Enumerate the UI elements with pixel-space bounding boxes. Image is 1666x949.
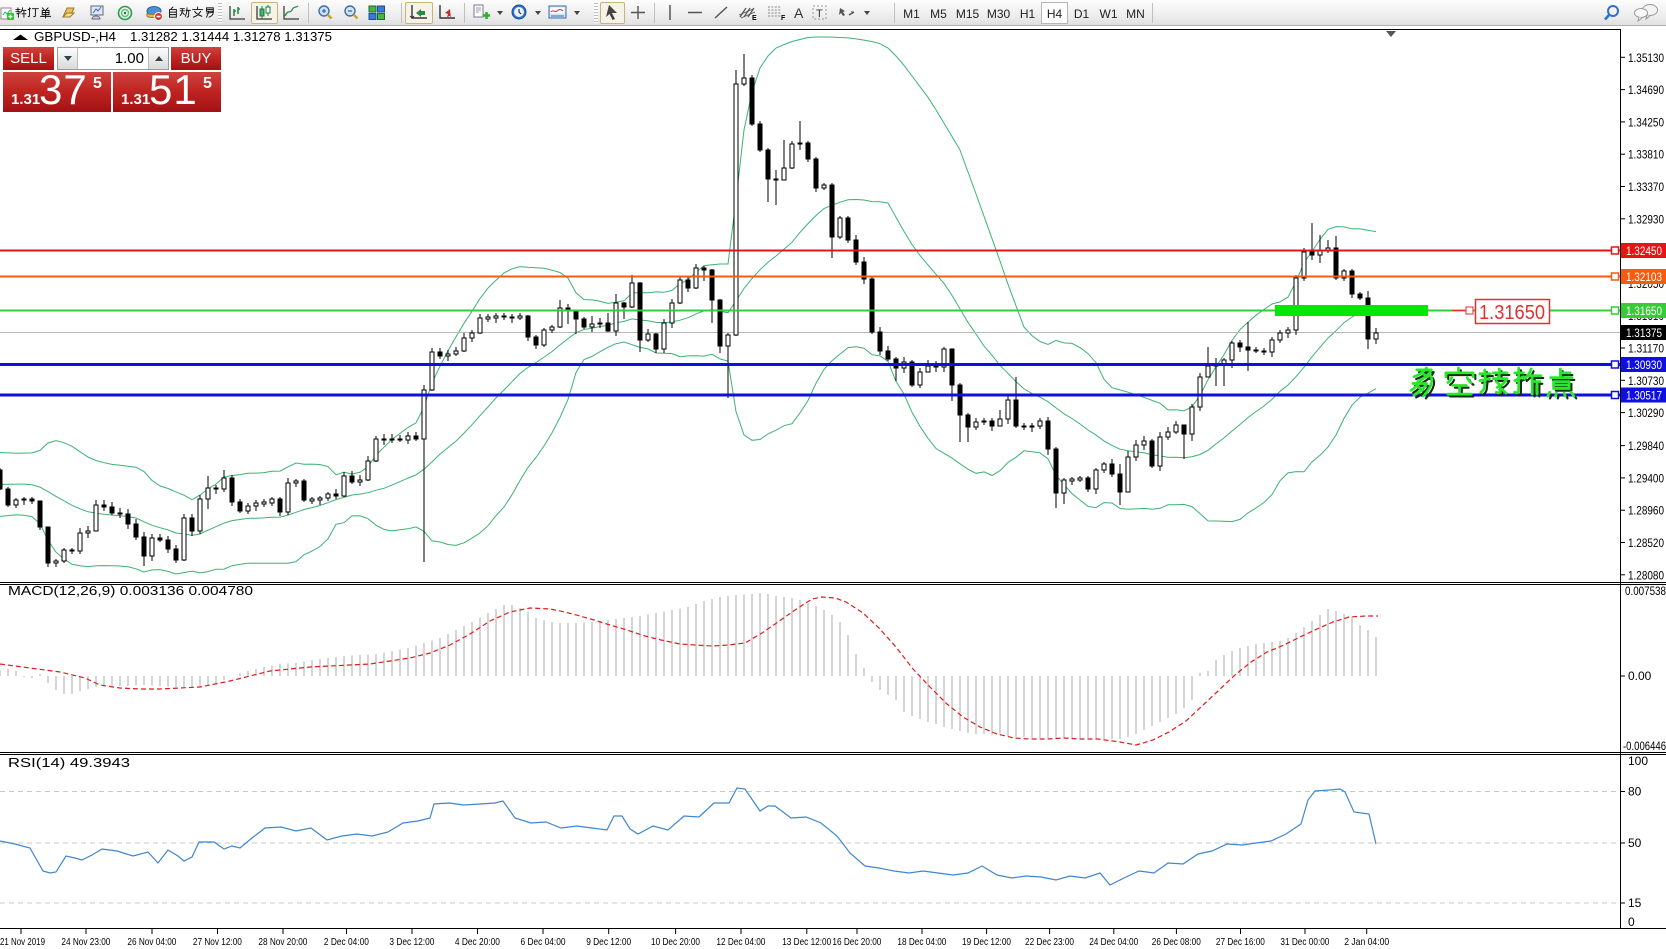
- svg-text:0.007538: 0.007538: [1625, 584, 1666, 598]
- svg-text:1.32930: 1.32930: [1628, 212, 1664, 226]
- svg-text:1.32103: 1.32103: [1626, 270, 1662, 284]
- svg-text:26 Dec 08:00: 26 Dec 08:00: [1152, 936, 1201, 948]
- svg-text:E: E: [752, 15, 757, 21]
- svg-text:19 Dec 12:00: 19 Dec 12:00: [962, 936, 1011, 948]
- svg-text:50: 50: [1628, 836, 1642, 850]
- svg-text:24 Nov 23:00: 24 Nov 23:00: [61, 936, 110, 948]
- svg-text:1.31282 1.31444 1.31278 1.3137: 1.31282 1.31444 1.31278 1.31375: [130, 30, 332, 44]
- svg-text:1.31650: 1.31650: [1626, 304, 1662, 318]
- svg-text:0.00: 0.00: [1628, 669, 1652, 683]
- svg-text:MACD(12,26,9) 0.003136 0.00478: MACD(12,26,9) 0.003136 0.004780: [8, 584, 253, 598]
- svg-text:1.30730: 1.30730: [1628, 374, 1664, 388]
- svg-text:24 Dec 04:00: 24 Dec 04:00: [1089, 936, 1138, 948]
- svg-text:1.29840: 1.29840: [1628, 439, 1664, 453]
- svg-text:F: F: [781, 15, 786, 21]
- svg-text:T: T: [816, 8, 823, 20]
- svg-text:16 Dec 20:00: 16 Dec 20:00: [832, 936, 881, 948]
- svg-text:1.32450: 1.32450: [1626, 244, 1662, 258]
- svg-text:1.34250: 1.34250: [1628, 115, 1664, 129]
- svg-text:1.30517: 1.30517: [1626, 389, 1662, 403]
- svg-text:2 Jan 04:00: 2 Jan 04:00: [1344, 936, 1389, 948]
- svg-text:18 Dec 04:00: 18 Dec 04:00: [897, 936, 946, 948]
- svg-text:12 Dec 04:00: 12 Dec 04:00: [716, 936, 765, 948]
- svg-text:1.34690: 1.34690: [1628, 83, 1664, 97]
- svg-text:1.30290: 1.30290: [1628, 406, 1664, 420]
- svg-text:21 Nov 2019: 21 Nov 2019: [0, 936, 45, 948]
- svg-text:27 Nov 12:00: 27 Nov 12:00: [193, 936, 242, 948]
- svg-text:3 Dec 12:00: 3 Dec 12:00: [389, 936, 434, 948]
- svg-text:1.31650: 1.31650: [1479, 302, 1545, 324]
- svg-text:1.29400: 1.29400: [1628, 471, 1664, 485]
- svg-text:1.35130: 1.35130: [1628, 51, 1664, 65]
- svg-text:2 Dec 04:00: 2 Dec 04:00: [324, 936, 369, 948]
- svg-text:26 Nov 04:00: 26 Nov 04:00: [127, 936, 176, 948]
- svg-text:80: 80: [1628, 785, 1642, 799]
- svg-text:1.28960: 1.28960: [1628, 504, 1664, 518]
- svg-text:27 Dec 16:00: 27 Dec 16:00: [1216, 936, 1265, 948]
- svg-text:10 Dec 20:00: 10 Dec 20:00: [651, 936, 700, 948]
- svg-text:1.28080: 1.28080: [1628, 568, 1664, 582]
- svg-text:1.33810: 1.33810: [1628, 148, 1664, 162]
- svg-text:28 Nov 20:00: 28 Nov 20:00: [258, 936, 307, 948]
- svg-text:31 Dec 00:00: 31 Dec 00:00: [1280, 936, 1329, 948]
- svg-text:6 Dec 04:00: 6 Dec 04:00: [521, 936, 566, 948]
- svg-text:9 Dec 12:00: 9 Dec 12:00: [586, 936, 631, 948]
- svg-text:1.31170: 1.31170: [1628, 342, 1664, 356]
- svg-text:GBPUSD-,H4: GBPUSD-,H4: [34, 30, 116, 44]
- svg-text:0: 0: [1628, 915, 1635, 929]
- svg-text:13 Dec 12:00: 13 Dec 12:00: [782, 936, 831, 948]
- svg-text:100: 100: [1628, 754, 1648, 768]
- svg-text:-0.006446: -0.006446: [1623, 739, 1666, 753]
- svg-text:1.31375: 1.31375: [1626, 326, 1662, 340]
- svg-text:1.30930: 1.30930: [1626, 358, 1662, 372]
- svg-text:1.28520: 1.28520: [1628, 536, 1664, 550]
- svg-text:RSI(14) 49.3943: RSI(14) 49.3943: [8, 756, 130, 770]
- svg-text:4 Dec 20:00: 4 Dec 20:00: [455, 936, 500, 948]
- svg-text:1.33370: 1.33370: [1628, 180, 1664, 194]
- svg-text:22 Dec 23:00: 22 Dec 23:00: [1025, 936, 1074, 948]
- svg-text:15: 15: [1628, 896, 1642, 910]
